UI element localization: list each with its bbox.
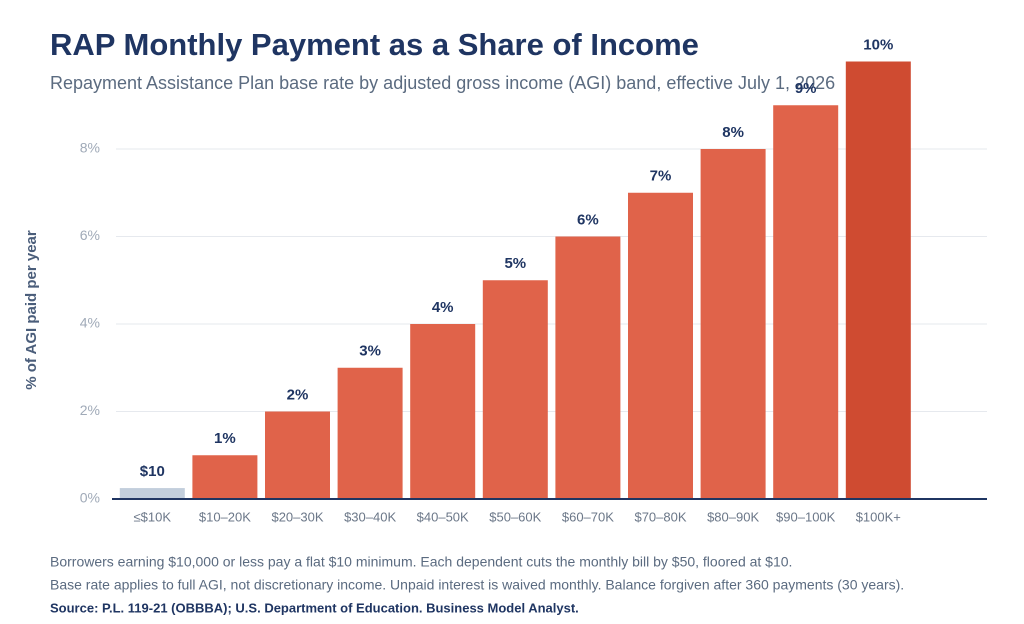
x-tick-label: $30–40K bbox=[344, 509, 396, 524]
chart-title: RAP Monthly Payment as a Share of Income bbox=[50, 27, 699, 62]
data-label: 7% bbox=[650, 168, 672, 185]
data-label: 6% bbox=[577, 211, 599, 228]
data-label: 5% bbox=[504, 255, 526, 272]
bar bbox=[555, 236, 621, 499]
bar bbox=[119, 488, 185, 499]
x-tick-label: $90–100K bbox=[776, 509, 836, 524]
bar bbox=[773, 105, 839, 499]
data-label: $10 bbox=[140, 463, 165, 480]
data-label: 10% bbox=[863, 36, 893, 53]
data-label: 1% bbox=[214, 430, 236, 447]
x-tick-label: $60–70K bbox=[562, 509, 614, 524]
x-tick-label: $80–90K bbox=[707, 509, 759, 524]
bar bbox=[482, 280, 548, 499]
source: Source: P.L. 119-21 (OBBBA); U.S. Depart… bbox=[50, 600, 579, 615]
note: Borrowers earning $10,000 or less pay a … bbox=[50, 554, 792, 570]
chart-subtitle: Repayment Assistance Plan base rate by a… bbox=[50, 73, 835, 93]
y-tick-label: 4% bbox=[80, 315, 100, 331]
x-tick-label: ≤$10K bbox=[134, 509, 172, 524]
x-tick-label: $10–20K bbox=[199, 509, 251, 524]
bar bbox=[845, 61, 911, 499]
data-label: 2% bbox=[287, 386, 309, 403]
y-tick-label: 8% bbox=[80, 140, 100, 156]
data-label: 9% bbox=[795, 80, 817, 97]
y-tick-label: 6% bbox=[80, 227, 100, 243]
x-tick-label: $20–30K bbox=[271, 509, 323, 524]
note: Base rate applies to full AGI, not discr… bbox=[50, 577, 904, 593]
bar bbox=[265, 411, 330, 499]
x-tick-label: $70–80K bbox=[634, 509, 686, 524]
bar bbox=[410, 324, 476, 499]
bar bbox=[337, 367, 403, 499]
data-label: 8% bbox=[722, 124, 744, 141]
x-tick-label: $50–60K bbox=[489, 509, 541, 524]
x-tick-label: $40–50K bbox=[417, 509, 469, 524]
bar bbox=[628, 192, 693, 499]
y-axis-label: % of AGI paid per year bbox=[23, 230, 40, 390]
y-tick-label: 0% bbox=[80, 490, 100, 506]
data-label: 3% bbox=[359, 343, 381, 360]
x-tick-label: $100K+ bbox=[856, 509, 901, 524]
bar bbox=[700, 149, 766, 499]
y-tick-label: 2% bbox=[80, 402, 100, 418]
data-label: 4% bbox=[432, 299, 454, 316]
bar bbox=[192, 455, 258, 499]
